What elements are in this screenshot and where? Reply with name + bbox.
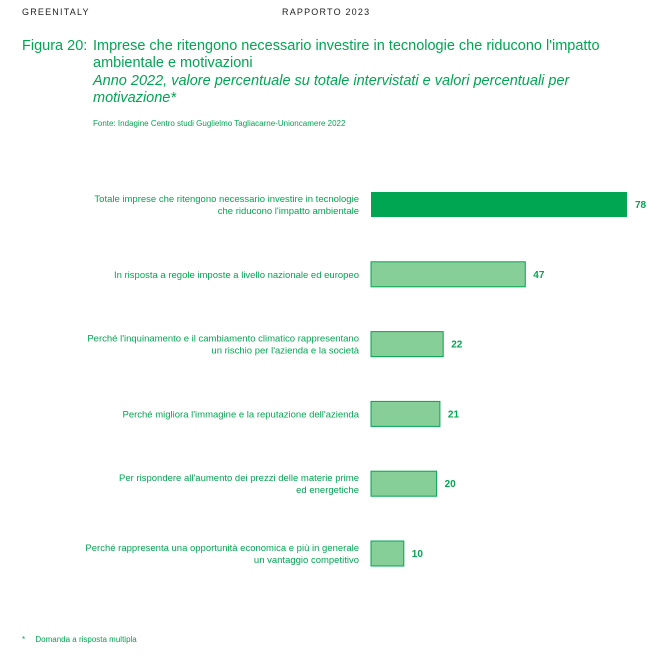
category-label: ed energetiche [296,485,359,496]
header-publication: GREENITALY [22,7,90,17]
figure-label: Figura 20: [22,38,88,54]
figure-title: Imprese che ritengono necessario investi… [93,38,600,71]
bar [370,470,438,497]
bar [370,261,526,288]
category-label: Perché migliora l'immagine e la reputazi… [122,409,359,420]
data-label: 10 [412,549,424,560]
category-label: Per rispondere all'aumento dei prezzi de… [119,473,359,484]
category-label: che riducono l'impatto ambientale [218,206,359,217]
bar [370,331,444,358]
bar [370,540,405,567]
figure-subtitle: Anno 2022, valore percentuale su totale … [93,73,570,106]
category-label: Perché l'inquinamento e il cambiamento c… [87,334,359,345]
footnote-text: Domanda a risposta multipla [35,635,137,644]
figure-source: Fonte: Indagine Centro studi Guglielmo T… [93,119,346,128]
data-label: 20 [445,479,457,490]
bar [370,400,441,427]
bar [371,192,627,217]
category-label: In risposta a regole imposte a livello n… [114,270,359,281]
header-report: RAPPORTO 2023 [282,7,371,17]
data-label: 78 [635,200,647,211]
data-label: 22 [451,340,463,351]
category-label: Perché rappresenta una opportunità econo… [85,543,359,554]
footnote-marker: * [22,635,26,644]
data-label: 21 [448,409,460,420]
data-label: 47 [533,270,545,281]
footnote: * Domanda a risposta multipla [22,635,137,644]
figure-body: Imprese che ritengono necessario investi… [93,38,638,128]
category-label: Totale imprese che ritengono necessario … [94,194,359,205]
category-label: un vantaggio competitivo [254,555,359,566]
category-label: un rischio per l'azienda e la società [211,346,359,357]
